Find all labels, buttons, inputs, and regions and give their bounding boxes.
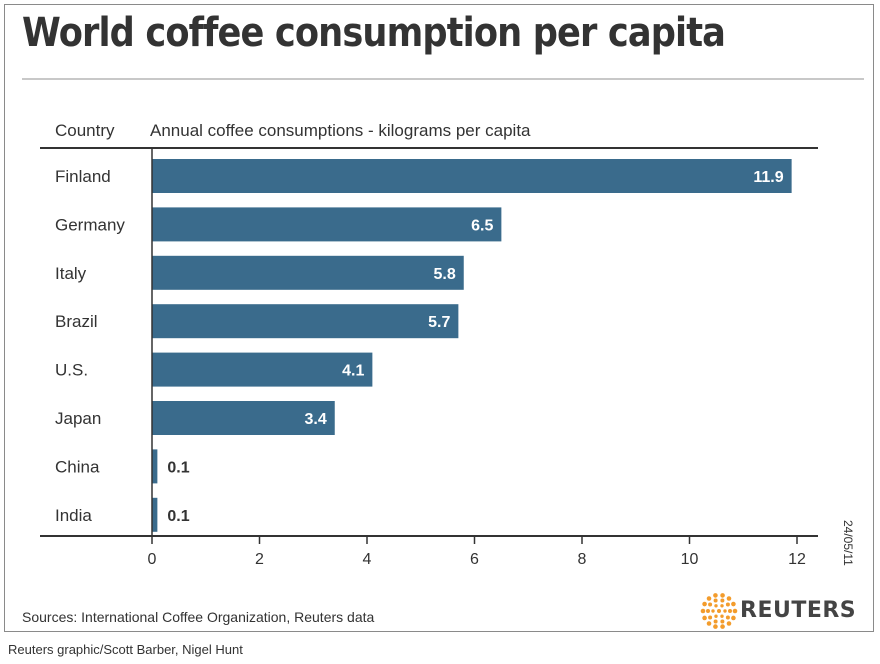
sources-note: Sources: International Coffee Organizati… [22,609,375,625]
x-tick-label: 8 [578,551,587,568]
x-tick-label: 2 [255,551,264,568]
reuters-wordmark: REUTERS [740,598,857,623]
category-label: Brazil [55,312,98,331]
bar [152,449,158,484]
category-label: China [55,457,100,476]
value-column-header: Annual coffee consumptions - kilograms p… [150,121,531,140]
title-divider [22,78,864,80]
bar [152,497,158,532]
bar [152,401,335,435]
data-label: 5.7 [428,314,450,331]
data-label: 5.8 [434,266,456,283]
chart-title: World coffee consumption per capita [22,10,726,56]
data-label: 3.4 [305,411,327,428]
x-tick-label: 10 [681,551,699,568]
reuters-dots-icon [700,593,738,629]
x-tick-label: 12 [788,551,806,568]
date-stamp: 24/05/11 [841,520,855,566]
bar [152,255,464,290]
category-label: Finland [55,167,111,186]
data-label: 4.1 [342,363,364,380]
x-tick-label: 0 [148,551,157,568]
bar [152,304,459,339]
x-tick-label: 4 [363,551,372,568]
data-label: 6.5 [471,217,493,234]
category-label: Germany [55,215,125,234]
bar [152,207,502,242]
bar [152,352,373,387]
category-column-header: Country [55,121,115,140]
category-label: Japan [55,409,101,428]
reuters-logo: REUTERS [700,592,860,632]
data-label: 0.1 [167,459,189,476]
x-tick-label: 6 [470,551,479,568]
graphic-credit: Reuters graphic/Scott Barber, Nigel Hunt [8,642,243,657]
data-label: 0.1 [167,508,189,525]
category-label: India [55,506,92,525]
category-label: U.S. [55,361,88,380]
bar-chart: Finland 11.9 Germany 6.5 Italy 5.8 Brazil 5.7 U.… [40,147,818,568]
category-label: Italy [55,264,87,283]
bar [152,159,792,193]
data-label: 11.9 [753,169,783,186]
